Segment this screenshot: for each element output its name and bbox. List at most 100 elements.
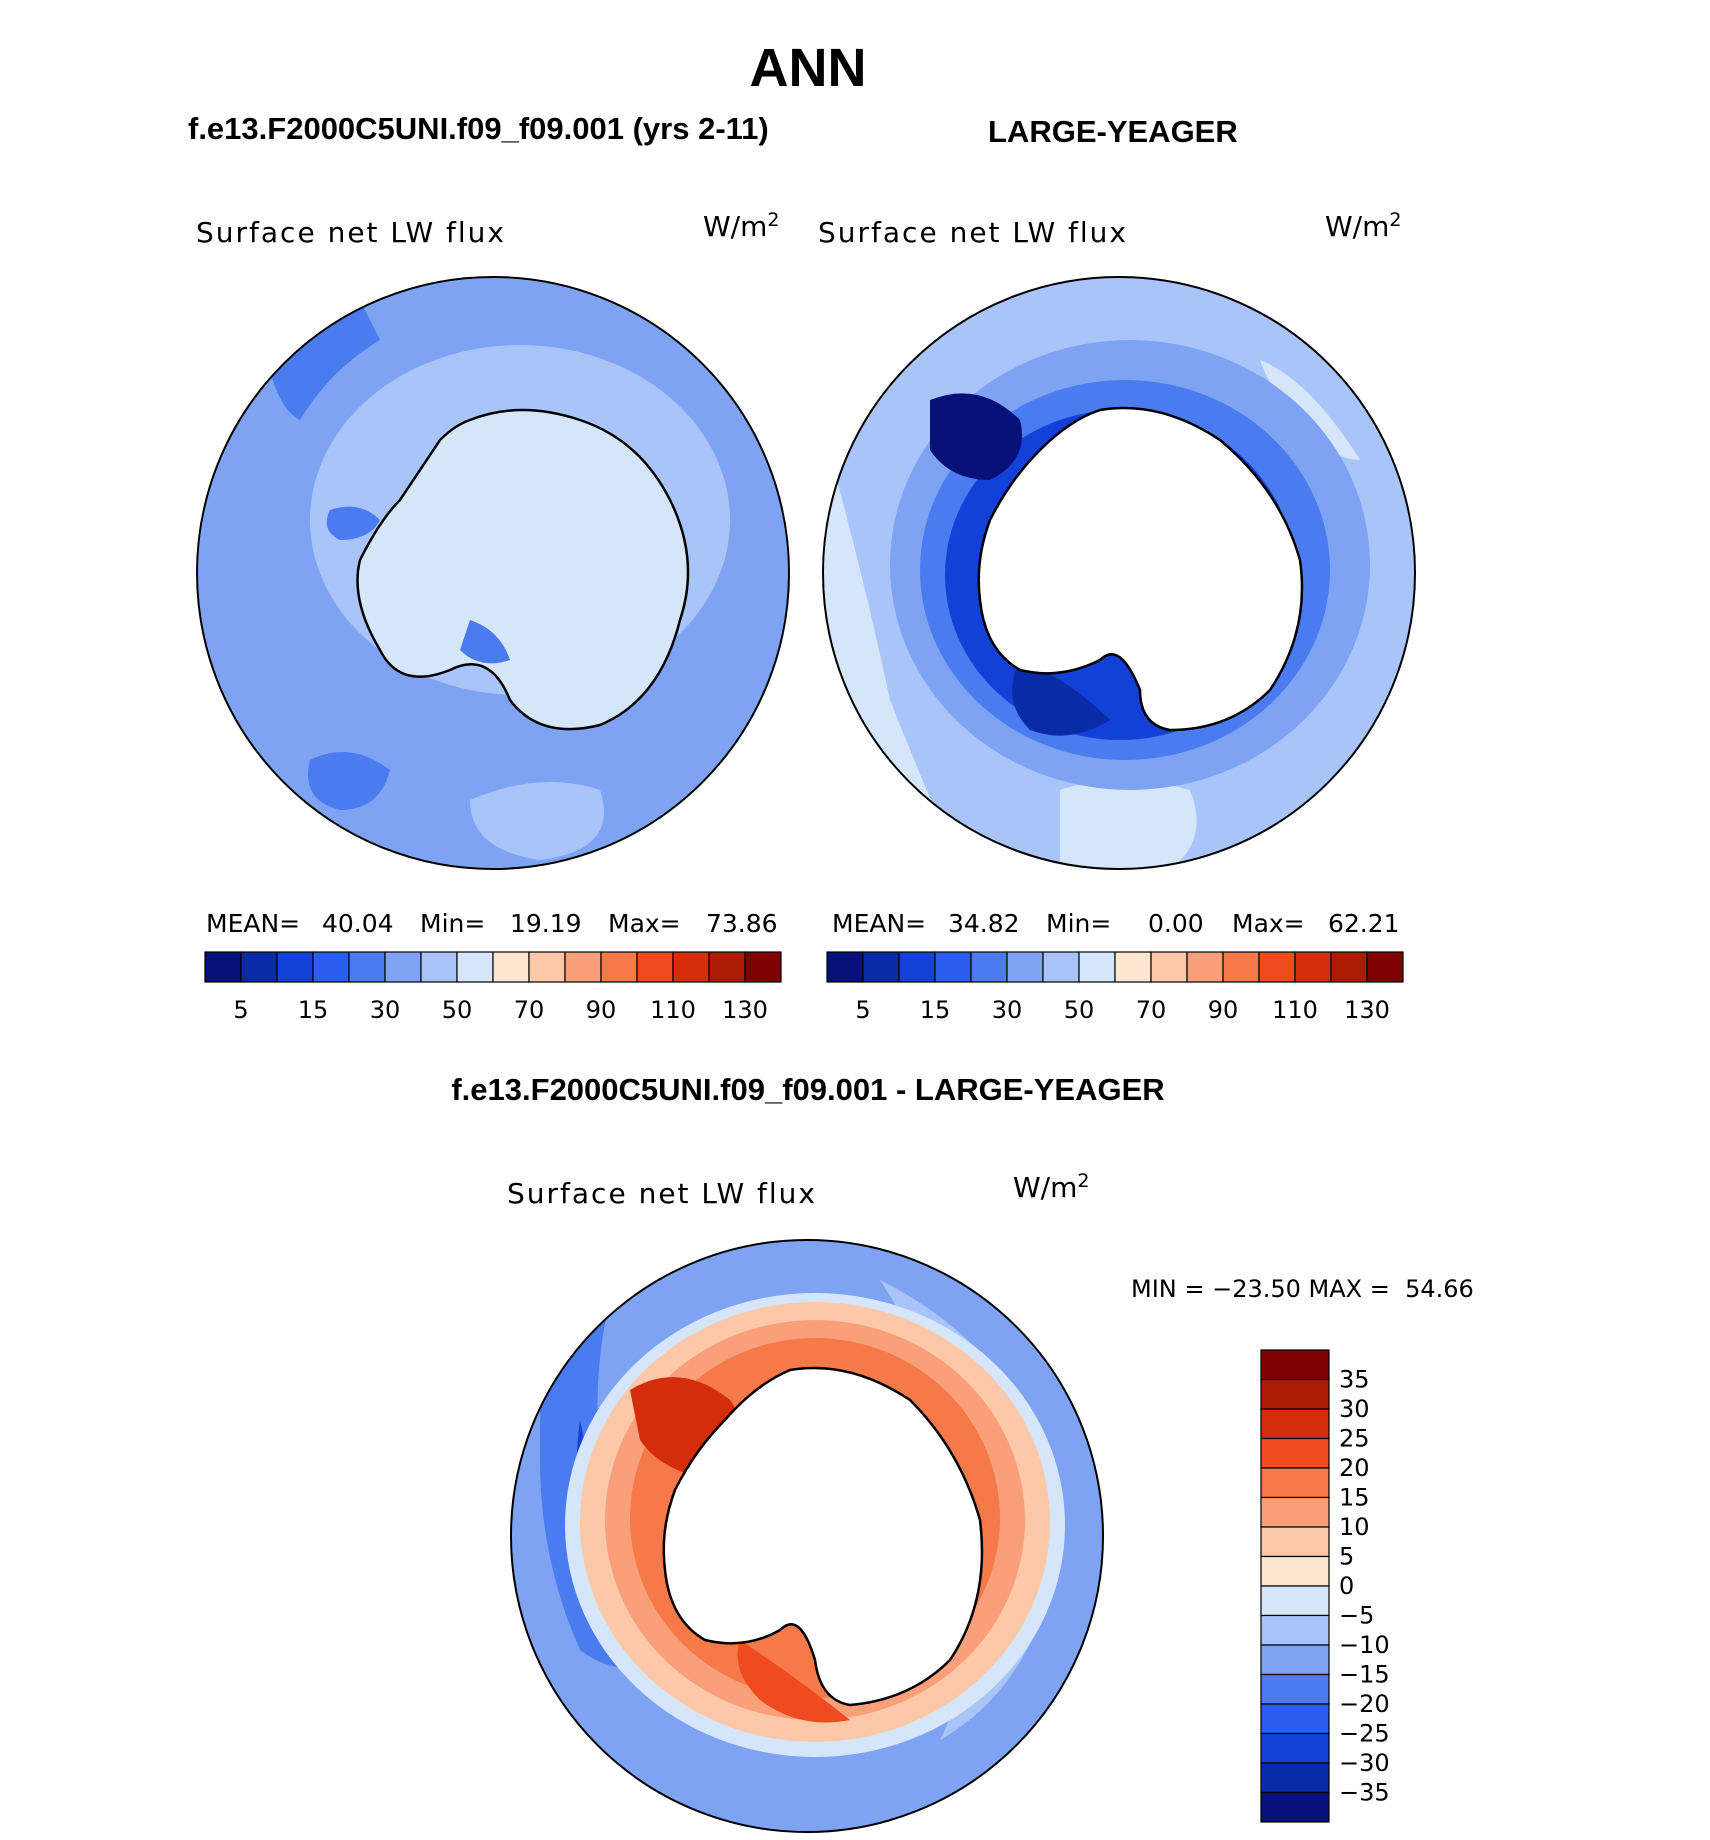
- diff-colorbar-tick-label: −30: [1339, 1749, 1390, 1777]
- right-stats: MEAN= 34.82 Min= 0.00 Max= 62.21: [832, 909, 1400, 938]
- left-colorbar: 5 15 30 50 70 90 110 130: [204, 951, 782, 1024]
- right-variable-label: Surface net LW flux: [818, 216, 1128, 249]
- left-variable-label: Surface net LW flux: [196, 216, 506, 249]
- left-colorbar-tick-label: 30: [370, 996, 401, 1024]
- right-colorbar-box: [1258, 951, 1296, 983]
- diff-colorbar-box: [1260, 1614, 1330, 1646]
- right-colorbar-box: [1366, 951, 1404, 983]
- diff-colorbar-box: [1260, 1673, 1330, 1705]
- right-colorbar-box: [934, 951, 972, 983]
- diff-colorbar-box: [1260, 1555, 1330, 1587]
- right-colorbar: 5 15 30 50 70 90 110 130: [826, 951, 1404, 1024]
- left-colorbar-tick-label: 130: [722, 996, 768, 1024]
- right-colorbar-box: [1222, 951, 1260, 983]
- left-units: W/m2: [703, 209, 780, 243]
- left-colorbar-box: [348, 951, 386, 983]
- diff-colorbar-box: [1260, 1437, 1330, 1469]
- diff-colorbar-tick-label: −5: [1339, 1602, 1374, 1630]
- left-colorbar-tick-label: 50: [442, 996, 473, 1024]
- left-colorbar-box: [420, 951, 458, 983]
- diff-colorbar-box: [1260, 1703, 1330, 1735]
- diff-map: [511, 1240, 1103, 1832]
- right-colorbar-box: [1006, 951, 1044, 983]
- diff-colorbar-tick-label: 5: [1339, 1543, 1354, 1571]
- diff-colorbar-tick-label: 0: [1339, 1572, 1354, 1600]
- left-map: [197, 277, 789, 869]
- right-colorbar-box: [1186, 951, 1224, 983]
- left-case-title: f.e13.F2000C5UNI.f09_f09.001 (yrs 2-11): [188, 111, 769, 146]
- right-colorbar-box: [826, 951, 864, 983]
- diff-colorbar-box: [1260, 1762, 1330, 1794]
- right-colorbar-box: [1150, 951, 1188, 983]
- diff-colorbar-tick-label: −10: [1339, 1631, 1390, 1659]
- right-map-border: [822, 276, 1416, 870]
- diff-colorbar-tick-label: −20: [1339, 1690, 1390, 1718]
- left-colorbar-box: [312, 951, 350, 983]
- right-colorbar-tick-label: 130: [1344, 996, 1390, 1024]
- diff-colorbar-box: [1260, 1408, 1330, 1440]
- right-colorbar-tick-label: 70: [1136, 996, 1167, 1024]
- right-map: [823, 277, 1415, 869]
- diff-colorbar-tick-label: 30: [1339, 1395, 1370, 1423]
- diff-colorbar-box: [1260, 1732, 1330, 1764]
- diff-colorbar-box: [1260, 1496, 1330, 1528]
- left-stats: MEAN= 40.04 Min= 19.19 Max= 73.86: [206, 909, 778, 938]
- diff-colorbar-box: [1260, 1526, 1330, 1558]
- right-colorbar-tick-label: 5: [855, 996, 870, 1024]
- left-colorbar-box: [564, 951, 602, 983]
- left-colorbar-box: [492, 951, 530, 983]
- left-colorbar-box: [600, 951, 638, 983]
- diff-colorbar-box: [1260, 1467, 1330, 1499]
- right-colorbar-box: [1294, 951, 1332, 983]
- right-colorbar-box: [1330, 951, 1368, 983]
- right-colorbar-tick-label: 50: [1064, 996, 1095, 1024]
- left-colorbar-tick-label: 90: [586, 996, 617, 1024]
- right-colorbar-tick-label: 15: [920, 996, 951, 1024]
- left-colorbar-box: [276, 951, 314, 983]
- right-colorbar-box: [898, 951, 936, 983]
- right-colorbar-tick-label: 110: [1272, 996, 1318, 1024]
- right-colorbar-tick-label: 30: [992, 996, 1023, 1024]
- left-antarctica: [356, 408, 690, 731]
- right-units: W/m2: [1325, 209, 1402, 243]
- diff-colorbar-tick-label: 15: [1339, 1484, 1370, 1512]
- left-colorbar-box: [384, 951, 422, 983]
- diff-colorbar-tick-label: 25: [1339, 1425, 1370, 1453]
- right-antarctica: [977, 406, 1304, 732]
- diff-map-border: [510, 1239, 1104, 1833]
- left-colorbar-box: [636, 951, 674, 983]
- left-map-border: [196, 276, 790, 870]
- left-colorbar-box: [204, 951, 242, 983]
- right-colorbar-tick-label: 90: [1208, 996, 1239, 1024]
- left-colorbar-box: [456, 951, 494, 983]
- diff-colorbar-tick-label: 20: [1339, 1454, 1370, 1482]
- right-colorbar-box: [1078, 951, 1116, 983]
- left-colorbar-box: [240, 951, 278, 983]
- diff-minmax: MIN = −23.50 MAX = 54.66: [1131, 1275, 1474, 1303]
- right-colorbar-box: [1114, 951, 1152, 983]
- right-case-title: LARGE-YEAGER: [988, 114, 1238, 149]
- diff-variable-label: Surface net LW flux: [507, 1177, 817, 1210]
- diff-colorbar-tick-label: −35: [1339, 1779, 1390, 1807]
- left-colorbar-tick-label: 5: [233, 996, 248, 1024]
- left-colorbar-box: [708, 951, 746, 983]
- diff-colorbar-box: [1260, 1791, 1330, 1823]
- diff-colorbar-box: [1260, 1349, 1330, 1381]
- left-colorbar-box: [672, 951, 710, 983]
- left-colorbar-tick-label: 70: [514, 996, 545, 1024]
- diff-units: W/m2: [1013, 1170, 1090, 1204]
- diff-colorbar-box: [1260, 1585, 1330, 1617]
- right-colorbar-box: [862, 951, 900, 983]
- diff-colorbar-tick-label: 10: [1339, 1513, 1370, 1541]
- diff-colorbar-tick-label: 35: [1339, 1366, 1370, 1394]
- left-colorbar-tick-label: 110: [650, 996, 696, 1024]
- right-colorbar-box: [970, 951, 1008, 983]
- left-colorbar-tick-label: 15: [298, 996, 329, 1024]
- diff-antarctica: [662, 1366, 984, 1707]
- diff-colorbar-box: [1260, 1378, 1330, 1410]
- right-colorbar-box: [1042, 951, 1080, 983]
- main-title: ANN: [750, 38, 867, 98]
- diff-case-title: f.e13.F2000C5UNI.f09_f09.001 - LARGE-YEA…: [451, 1072, 1164, 1107]
